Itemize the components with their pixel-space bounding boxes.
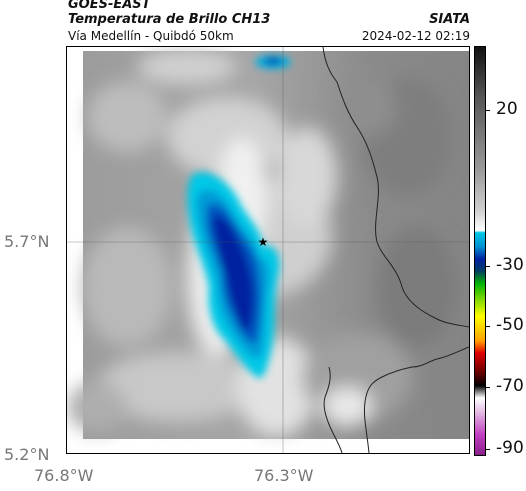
colorbar-tick: [485, 387, 490, 388]
lon-tick-label: 76.3°W: [254, 466, 314, 485]
colorbar-tick-label: -90: [496, 438, 524, 458]
org-label: SIATA: [429, 12, 470, 27]
colorbar-tick-label: -70: [496, 376, 524, 396]
region-border: [322, 46, 470, 328]
colorbar-tick: [485, 449, 490, 450]
colorbar-tick: [485, 110, 490, 111]
satellite-label: GOES-EAST: [68, 0, 151, 12]
region-border: [364, 346, 470, 454]
colorbar-tick-label: 20: [496, 99, 518, 119]
region-border: [323, 366, 343, 454]
lon-tick-label: 76.8°W: [34, 466, 94, 485]
colorbar-tick: [485, 326, 490, 327]
colorbar-tick-label: -50: [496, 315, 524, 335]
map-canvas: ★: [67, 46, 470, 454]
lat-tick-label: 5.7°N: [4, 232, 50, 251]
colorbar-tick: [485, 266, 490, 267]
map-frame: ★: [66, 46, 470, 454]
brightness-temperature-image: [67, 46, 470, 454]
colorbar-tick-label: -30: [496, 255, 524, 275]
star-marker: ★: [258, 235, 269, 249]
route-subtitle: Vía Medellín - Quibdó 50km: [68, 29, 234, 43]
colorbar: [474, 46, 486, 456]
datetime-label: 2024-02-12 02:19: [361, 29, 470, 43]
product-title: Temperatura de Brillo CH13: [68, 12, 271, 27]
lat-tick-label: 5.2°N: [4, 445, 50, 464]
